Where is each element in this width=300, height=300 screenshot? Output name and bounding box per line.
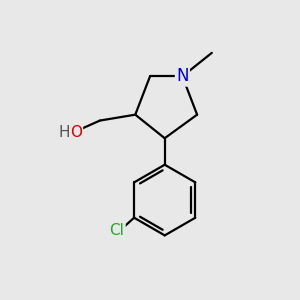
Text: O: O: [70, 125, 83, 140]
Text: Cl: Cl: [110, 224, 124, 238]
Text: N: N: [176, 68, 189, 85]
Text: H: H: [59, 125, 70, 140]
